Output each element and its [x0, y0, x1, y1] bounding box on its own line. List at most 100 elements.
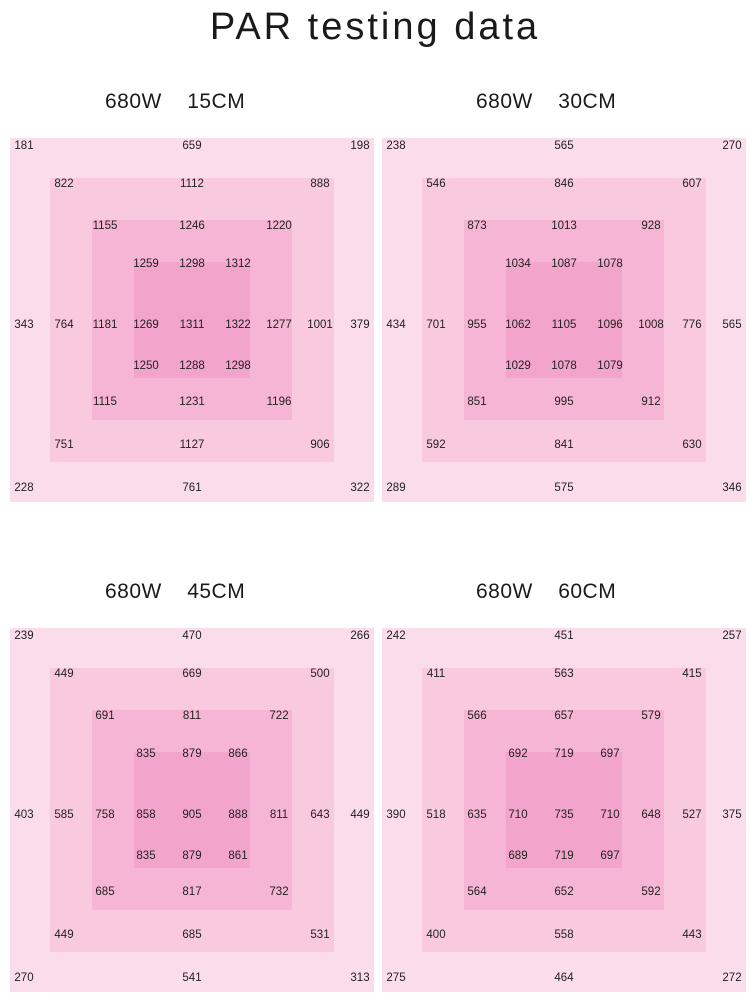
par-value-label: 1087: [551, 258, 577, 270]
par-value-label: 1078: [551, 360, 577, 372]
par-value-label: 1322: [225, 319, 251, 331]
heatmap-zone-4: [506, 262, 622, 378]
par-value-label: 1127: [179, 439, 205, 451]
par-value-label: 564: [467, 886, 487, 898]
heatmap-zone-4: [134, 262, 250, 378]
par-heatmap-panel: 239 470 266 403 449 270 541 313 449 669 500 585 643 4…: [10, 628, 374, 992]
par-value-label: 313: [350, 972, 370, 984]
par-value-label: 758: [95, 809, 115, 821]
par-value-label: 585: [54, 809, 74, 821]
par-value-label: 710: [600, 809, 620, 821]
par-value-label: 1079: [597, 360, 623, 372]
par-value-label: 1231: [179, 396, 205, 408]
par-value-label: 817: [182, 886, 202, 898]
par-value-label: 659: [182, 140, 202, 152]
par-value-label: 835: [136, 850, 156, 862]
heatmap-zone-4: [134, 752, 250, 868]
heatmap-zone-4: [506, 752, 622, 868]
par-value-label: 1001: [307, 319, 333, 331]
par-value-label: 1078: [597, 258, 623, 270]
par-value-label: 390: [386, 809, 406, 821]
page-title: PAR testing data: [209, 6, 541, 48]
par-value-label: 470: [182, 630, 202, 642]
par-value-label: 648: [641, 809, 661, 821]
par-value-label: 346: [722, 482, 742, 494]
par-value-label: 1181: [92, 319, 118, 331]
par-value-label: 242: [386, 630, 406, 642]
par-value-label: 1115: [93, 396, 117, 408]
par-value-label: 500: [310, 668, 330, 680]
par-value-label: 1112: [180, 178, 204, 190]
par-value-label: 735: [554, 809, 574, 821]
par-value-label: 257: [722, 630, 742, 642]
par-value-label: 434: [386, 319, 406, 331]
par-value-label: 685: [182, 929, 202, 941]
par-value-label: 379: [350, 319, 370, 331]
par-value-label: 1220: [266, 220, 292, 232]
par-value-label: 858: [136, 809, 156, 821]
par-value-label: 879: [182, 748, 202, 760]
par-value-label: 415: [682, 668, 702, 680]
par-value-label: 592: [641, 886, 661, 898]
par-value-label: 565: [554, 140, 574, 152]
par-value-label: 732: [269, 886, 289, 898]
par-value-label: 566: [467, 710, 487, 722]
par-heatmap-panel: 238 565 270 434 565 289 575 346 546 846 607 701 776 5…: [382, 138, 746, 502]
par-value-label: 879: [182, 850, 202, 862]
par-value-label: 888: [310, 178, 330, 190]
par-value-label: 443: [682, 929, 702, 941]
par-value-label: 1311: [179, 319, 205, 331]
par-value-label: 565: [722, 319, 742, 331]
par-value-label: 657: [554, 710, 574, 722]
par-value-label: 411: [426, 668, 446, 680]
par-value-label: 575: [554, 482, 574, 494]
par-value-label: 343: [14, 319, 34, 331]
par-value-label: 697: [600, 748, 620, 760]
par-value-label: 272: [722, 972, 742, 984]
par-value-label: 266: [350, 630, 370, 642]
par-value-label: 835: [136, 748, 156, 760]
par-value-label: 710: [508, 809, 528, 821]
par-value-label: 751: [54, 439, 74, 451]
par-value-label: 449: [54, 668, 74, 680]
par-value-label: 1298: [179, 258, 205, 270]
par-value-label: 451: [554, 630, 574, 642]
par-value-label: 1196: [266, 396, 292, 408]
par-value-label: 1288: [179, 360, 205, 372]
par-value-label: 1298: [225, 360, 251, 372]
par-value-label: 692: [508, 748, 528, 760]
par-value-label: 697: [600, 850, 620, 862]
par-value-label: 643: [310, 809, 330, 821]
par-value-label: 822: [54, 178, 74, 190]
par-value-label: 689: [508, 850, 528, 862]
par-value-label: 181: [14, 140, 34, 152]
par-value-label: 1029: [505, 360, 531, 372]
par-heatmap-panel: 242 451 257 390 375 275 464 272 411 563 415 518 527 4…: [382, 628, 746, 992]
par-value-label: 592: [426, 439, 446, 451]
par-value-label: 1034: [505, 258, 531, 270]
par-value-label: 912: [641, 396, 661, 408]
par-value-label: 403: [14, 809, 34, 821]
par-value-label: 518: [426, 809, 446, 821]
par-value-label: 579: [641, 710, 661, 722]
par-value-label: 761: [182, 482, 202, 494]
par-value-label: 1259: [133, 258, 159, 270]
par-value-label: 1277: [266, 319, 292, 331]
par-value-label: 811: [269, 809, 289, 821]
par-value-label: 635: [467, 809, 487, 821]
par-value-label: 527: [682, 809, 702, 821]
par-value-label: 873: [467, 220, 487, 232]
par-value-label: 238: [386, 140, 406, 152]
par-value-label: 764: [54, 319, 74, 331]
par-value-label: 1246: [179, 220, 205, 232]
par-value-label: 375: [722, 809, 742, 821]
par-value-label: 607: [682, 178, 702, 190]
par-value-label: 928: [641, 220, 661, 232]
par-value-label: 841: [554, 439, 574, 451]
par-value-label: 449: [54, 929, 74, 941]
par-value-label: 701: [426, 319, 446, 331]
par-value-label: 630: [682, 439, 702, 451]
par-value-label: 719: [554, 850, 574, 862]
par-value-label: 1155: [92, 220, 118, 232]
par-value-label: 995: [554, 396, 574, 408]
